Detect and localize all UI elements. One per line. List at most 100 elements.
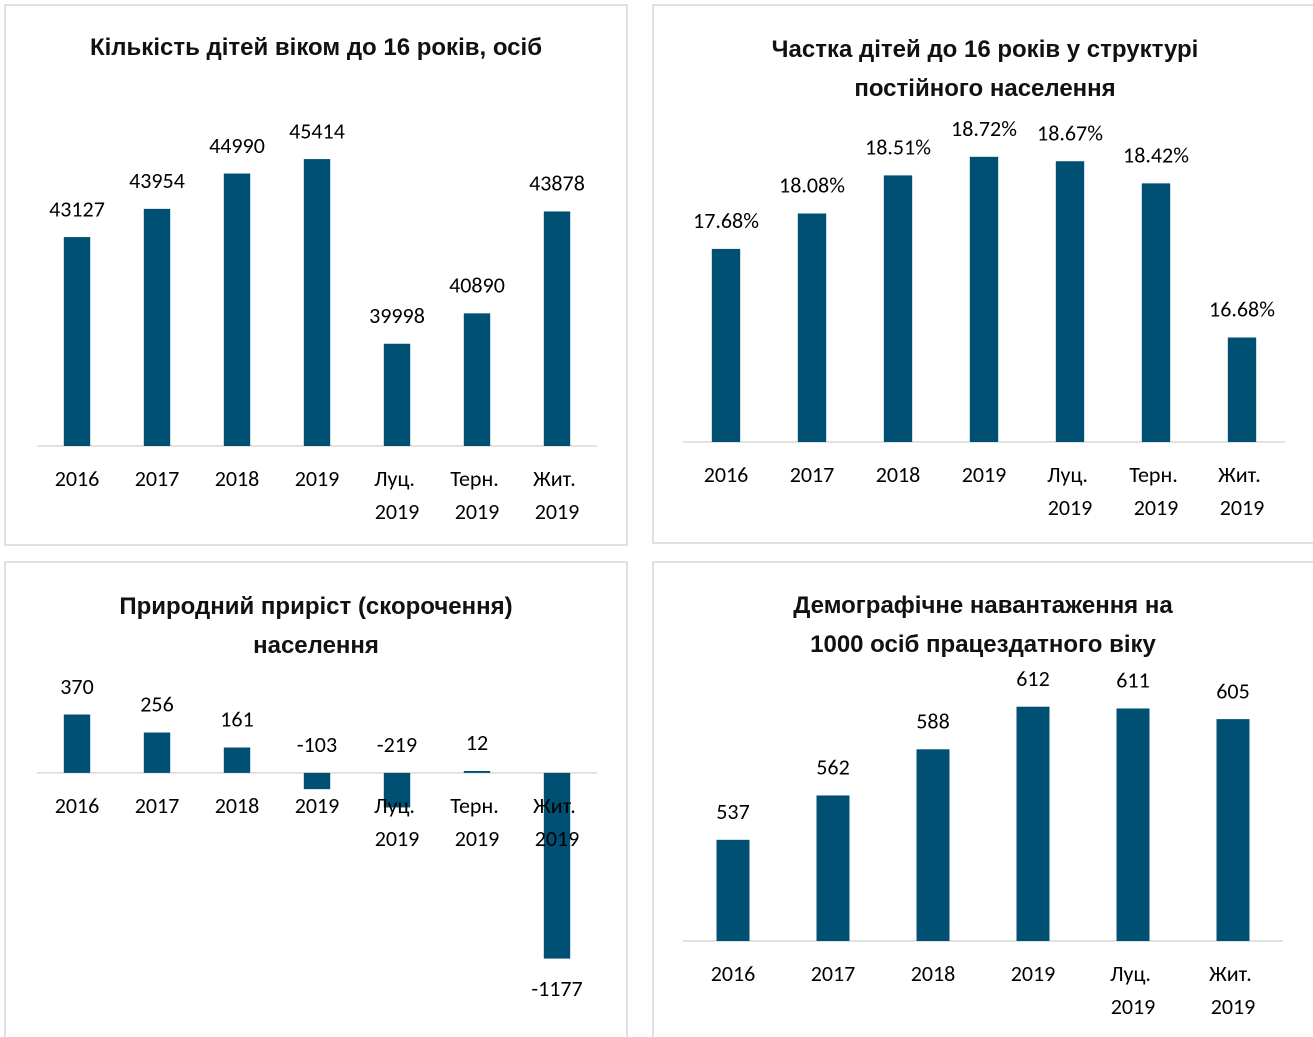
- bar: [63, 714, 91, 773]
- x-tick-label: 2018: [215, 465, 260, 492]
- bar: [883, 175, 913, 442]
- value-label: -219: [377, 731, 417, 758]
- x-tick-label-line: 2019: [455, 498, 500, 525]
- x-tick-label-line: Жит.: [1209, 960, 1257, 987]
- bar: [1116, 708, 1150, 941]
- bar: [303, 159, 331, 447]
- value-label: 588: [916, 708, 949, 735]
- value-label: 18.72%: [951, 115, 1017, 142]
- x-tick-label: Жит. 2019: [533, 792, 581, 852]
- x-tick-label-line: 2019: [535, 825, 580, 852]
- x-tick-label: Жит. 2019: [1209, 960, 1257, 1020]
- x-tick-label: Луц. 2019: [374, 465, 420, 525]
- bar: [711, 248, 741, 442]
- panel-border: [4, 561, 628, 1037]
- x-tick-label-line: Терн.: [450, 792, 504, 819]
- x-tick-label-line: Терн.: [450, 465, 504, 492]
- x-tick-label-line: 2016: [55, 465, 100, 492]
- panel-border: [4, 4, 628, 546]
- bar: [303, 772, 331, 790]
- x-tick-label-line: 2018: [876, 461, 921, 488]
- x-tick-label-line: 2017: [135, 465, 180, 492]
- x-tick-label-line: 2018: [215, 792, 260, 819]
- x-tick-label: 2016: [711, 960, 756, 987]
- value-label: 17.68%: [693, 207, 759, 234]
- value-label: 45414: [289, 117, 345, 144]
- bar: [463, 313, 491, 446]
- bar: [223, 173, 251, 446]
- value-label: 39998: [369, 302, 425, 329]
- value-label: 605: [1216, 677, 1249, 704]
- x-tick-label-line: 2017: [811, 960, 856, 987]
- value-label: -103: [297, 731, 337, 758]
- x-tick-label: 2018: [876, 461, 921, 488]
- x-tick-label: 2017: [135, 792, 180, 819]
- x-tick-label: 2016: [55, 465, 100, 492]
- bar: [383, 772, 411, 808]
- bar: [1016, 706, 1050, 941]
- value-label: 18.08%: [779, 172, 845, 199]
- value-label: -1177: [531, 975, 582, 1002]
- value-label: 16.68%: [1209, 296, 1275, 323]
- bar: [916, 749, 950, 941]
- value-label: 537: [716, 798, 749, 825]
- chart-title: Природний приріст (скорочення) населення: [119, 593, 513, 659]
- x-tick-label-line: 2019: [1011, 960, 1056, 987]
- value-label: 562: [816, 754, 849, 781]
- bar: [223, 747, 251, 773]
- x-tick-label-line: Луц.: [1047, 461, 1093, 488]
- bar: [1216, 719, 1250, 941]
- value-label: 43878: [529, 170, 585, 197]
- x-tick-label: 2018: [911, 960, 956, 987]
- x-tick-label-line: 2016: [704, 461, 749, 488]
- bar: [716, 839, 750, 941]
- x-tick-label: 2019: [962, 461, 1007, 488]
- x-tick-label: 2019: [1011, 960, 1056, 987]
- x-tick-label-line: 2019: [962, 461, 1007, 488]
- panel-border: [652, 561, 1313, 1037]
- value-label: 256: [140, 691, 173, 718]
- x-tick-label: Жит. 2019: [533, 465, 581, 525]
- value-label: 40890: [449, 272, 505, 299]
- value-label: 18.51%: [865, 134, 931, 161]
- x-tick-label-line: 2019: [1134, 494, 1179, 521]
- bar: [1227, 337, 1257, 442]
- value-label: 18.67%: [1037, 119, 1103, 146]
- x-tick-label-line: 2019: [295, 792, 340, 819]
- bar: [816, 795, 850, 941]
- x-tick-label-line: 2017: [135, 792, 180, 819]
- bar: [1141, 183, 1171, 442]
- value-label: 18.42%: [1123, 142, 1189, 169]
- x-tick-label: 2018: [215, 792, 260, 819]
- x-tick-label-line: 2018: [215, 465, 260, 492]
- x-tick-label: 2019: [295, 465, 340, 492]
- chart-title: Частка дітей до 16 років у структурі пос…: [771, 36, 1199, 102]
- x-tick-label-line: Жит.: [533, 792, 581, 819]
- x-tick-label: Терн. 2019: [1129, 461, 1183, 521]
- bar: [463, 770, 491, 773]
- x-tick-label-line: 2019: [455, 825, 500, 852]
- x-tick-label-line: 2019: [535, 498, 580, 525]
- panel-border: [652, 4, 1313, 544]
- x-tick-label: Терн. 2019: [450, 792, 504, 852]
- x-tick-label: Луц. 2019: [1110, 960, 1156, 1020]
- x-tick-label: 2016: [704, 461, 749, 488]
- x-tick-label: Терн. 2019: [450, 465, 504, 525]
- x-tick-label-line: 2019: [1048, 494, 1093, 521]
- x-tick-label-line: 2019: [375, 825, 420, 852]
- x-tick-label-line: 2019: [1220, 494, 1265, 521]
- value-label: 12: [466, 729, 488, 756]
- x-tick-label: 2017: [790, 461, 835, 488]
- value-label: 43127: [49, 195, 105, 222]
- chart-title: Кількість дітей віком до 16 років, осіб: [89, 34, 543, 61]
- bar: [543, 211, 571, 446]
- x-tick-label-line: Жит.: [533, 465, 581, 492]
- x-tick-label: Жит. 2019: [1218, 461, 1266, 521]
- bar: [143, 208, 171, 446]
- bar: [1055, 161, 1085, 442]
- x-tick-label-line: 2016: [711, 960, 756, 987]
- x-tick-label-line: Луц.: [374, 792, 420, 819]
- x-tick-label-line: 2018: [911, 960, 956, 987]
- bar: [543, 772, 571, 959]
